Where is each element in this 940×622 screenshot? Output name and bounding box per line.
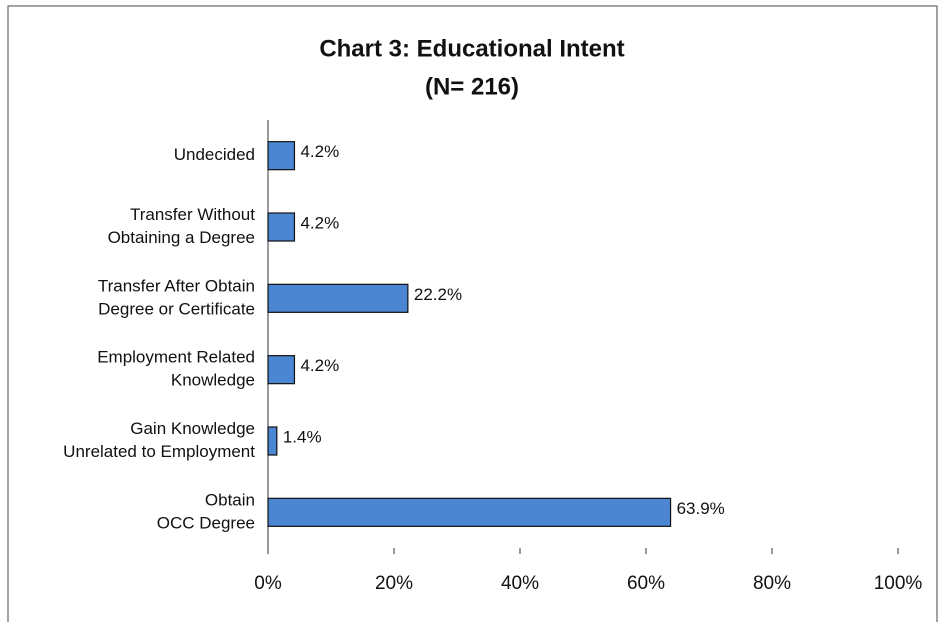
y-tick-label: Gain Knowledge xyxy=(130,419,255,438)
y-tick-label: Knowledge xyxy=(171,371,255,390)
data-label: 4.2% xyxy=(300,142,339,161)
bar xyxy=(267,355,296,385)
y-tick-label: Degree or Certificate xyxy=(98,299,255,318)
data-label: 1.4% xyxy=(283,427,322,446)
y-tick-label: Transfer After Obtain xyxy=(98,276,255,295)
y-tick-label: Unrelated to Employment xyxy=(63,442,255,461)
data-label: 4.2% xyxy=(300,356,339,375)
bar xyxy=(267,426,278,456)
y-tick-label: Undecided xyxy=(174,145,255,164)
y-tick-label: Transfer Without xyxy=(130,205,255,224)
bar xyxy=(267,212,296,242)
data-label: 22.2% xyxy=(414,285,462,304)
frame xyxy=(7,5,938,622)
chart-subtitle: (N= 216) xyxy=(425,73,519,100)
x-tick-label: 0% xyxy=(254,573,282,594)
bar xyxy=(267,497,672,527)
y-tick-label: OCC Degree xyxy=(157,513,255,532)
bar xyxy=(267,283,409,313)
x-tick-label: 20% xyxy=(375,573,413,594)
x-tick-label: 40% xyxy=(501,573,539,594)
x-tick-label: 80% xyxy=(753,573,791,594)
y-tick-label: Employment Related xyxy=(97,348,255,367)
x-tick-label: 60% xyxy=(627,573,665,594)
bar xyxy=(267,141,296,171)
data-label: 4.2% xyxy=(300,213,339,232)
chart-title: Chart 3: Educational Intent xyxy=(319,35,624,62)
data-label: 63.9% xyxy=(677,499,725,518)
y-tick-label: Obtain xyxy=(205,490,255,509)
y-tick-label: Obtaining a Degree xyxy=(108,228,255,247)
x-tick-label: 100% xyxy=(874,573,923,594)
